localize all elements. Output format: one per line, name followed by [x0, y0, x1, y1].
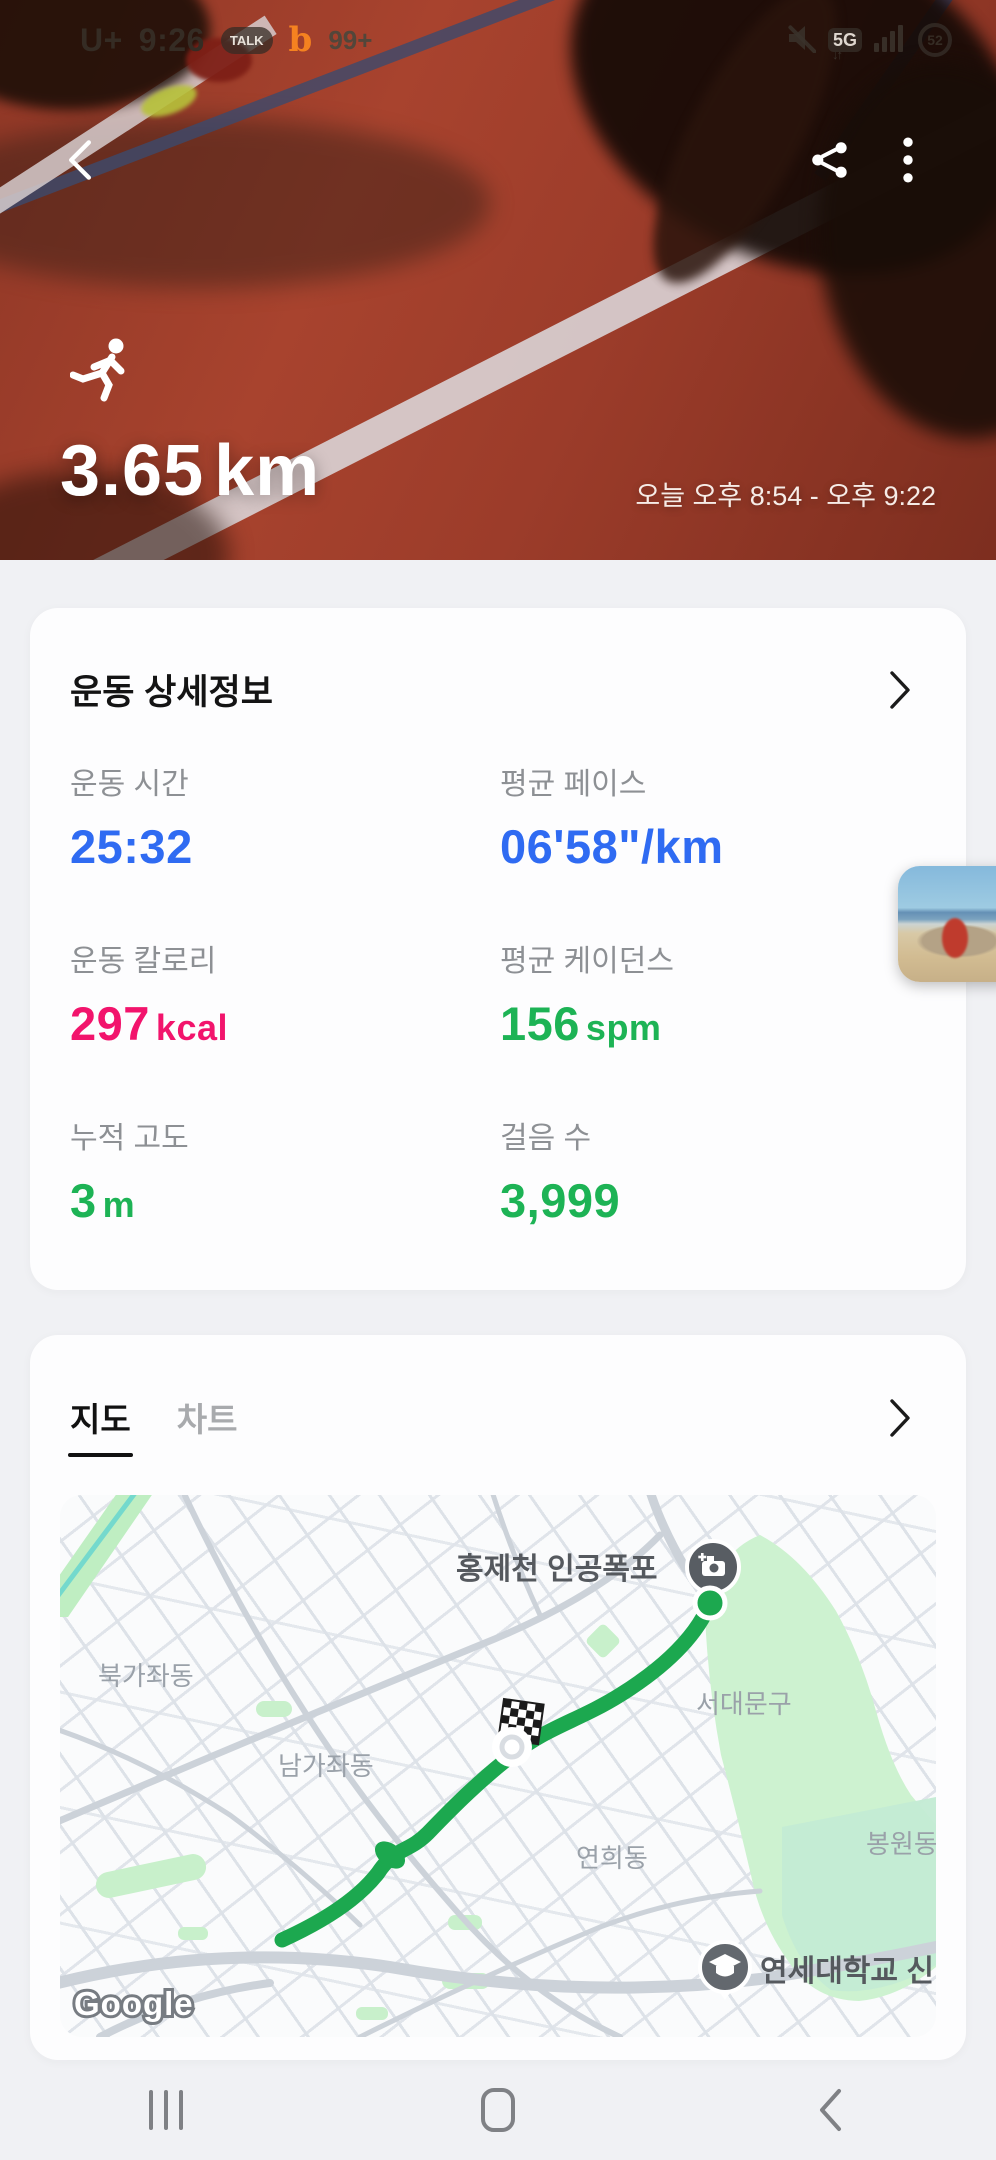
- route-start-marker: [492, 1727, 532, 1767]
- river-line: [60, 1495, 137, 1598]
- back-button[interactable]: [48, 128, 112, 192]
- metric-label: 누적 고도: [70, 1122, 189, 1155]
- battery-indicator: 52: [918, 23, 952, 57]
- recents-button[interactable]: [0, 2090, 332, 2130]
- map-chart-card: 지도 차트: [30, 1335, 966, 2060]
- metric-unit: spm: [585, 1007, 662, 1048]
- signal-strength-icon: [874, 23, 906, 58]
- metric-value: 3,999: [500, 1173, 966, 1228]
- home-icon: [481, 2088, 515, 2132]
- photo-spot-marker: [685, 1539, 741, 1595]
- home-button[interactable]: [332, 2088, 664, 2132]
- back-nav-button[interactable]: [664, 2088, 996, 2132]
- notification-count-badge: 99+: [328, 24, 373, 55]
- metric-number: 25:32: [70, 820, 193, 873]
- metric-label: 평균 페이스: [500, 768, 647, 801]
- metric-number: 3: [70, 1174, 97, 1227]
- mute-icon: [786, 23, 817, 58]
- metric-value: 297 kcal: [70, 996, 500, 1051]
- distance-unit: km: [214, 431, 321, 511]
- metric-value: 156 spm: [500, 996, 966, 1051]
- carrier-label: U+: [80, 21, 123, 58]
- metric-value: 06'58"/km: [500, 819, 966, 874]
- metric-steps: 걸음 수 3,999: [500, 1113, 966, 1228]
- metric-number: 297: [70, 997, 150, 1050]
- route-bulge: [374, 1841, 406, 1869]
- workout-route-line: [274, 1595, 718, 1948]
- tab-map[interactable]: 지도: [68, 1393, 133, 1457]
- map-label-university: 연세대학교 신: [760, 1955, 934, 1988]
- map-label-district: 연희동: [576, 1843, 648, 1873]
- details-card-header[interactable]: 운동 상세정보: [30, 608, 966, 715]
- clock-label: 9:26: [138, 21, 205, 58]
- metric-label: 운동 칼로리: [70, 945, 217, 978]
- battery-percent: 52: [927, 32, 943, 48]
- hero-photo: U+ 9:26 TALK b 99+ 5G ↓↑ 52: [0, 0, 996, 560]
- details-card-title: 운동 상세정보: [70, 673, 273, 712]
- map-label-waterfall: 홍제천 인공폭포: [456, 1553, 658, 1586]
- metric-duration: 운동 시간 25:32: [70, 759, 500, 874]
- chevron-right-icon[interactable]: [878, 668, 922, 712]
- route-end-marker: [692, 1585, 728, 1621]
- map-label-district: 북가좌동: [98, 1661, 194, 1691]
- route-map[interactable]: 홍제천 인공폭포 북가좌동 남가좌동 서대문구 연희동 봉원동 연세대학교 신 …: [60, 1495, 936, 2037]
- recents-icon: [149, 2090, 183, 2130]
- delivery-app-notification-icon: b: [288, 20, 313, 60]
- metric-unit: m: [102, 1184, 136, 1225]
- back-icon: [820, 2089, 841, 2131]
- data-arrows: ↓↑: [831, 47, 843, 62]
- status-bar: U+ 9:26 TALK b 99+ 5G ↓↑ 52: [0, 14, 996, 66]
- metric-avg-pace: 평균 페이스 06'58"/km: [500, 759, 966, 874]
- share-icon[interactable]: [798, 128, 862, 192]
- metric-number: 3,999: [500, 1174, 621, 1227]
- park-area: [782, 1797, 936, 1992]
- map-label-district: 남가좌동: [278, 1751, 374, 1781]
- university-marker: [698, 1940, 752, 2000]
- distance-value: 3.65: [60, 431, 205, 511]
- metric-unit: kcal: [155, 1007, 228, 1048]
- distance-summary: 3.65 km: [60, 430, 320, 512]
- map-label-district: 서대문구: [696, 1689, 792, 1719]
- metric-avg-cadence: 평균 케이던스 156 spm: [500, 936, 966, 1051]
- metric-number: 06'58"/km: [500, 820, 724, 873]
- metric-calories: 운동 칼로리 297 kcal: [70, 936, 500, 1051]
- talk-notification-badge: TALK: [220, 26, 273, 54]
- metric-number: 156: [500, 997, 580, 1050]
- metric-label: 걸음 수: [500, 1122, 592, 1155]
- chevron-right-icon[interactable]: [878, 1396, 922, 1440]
- river-park-strip: [60, 1495, 152, 1617]
- running-activity-icon: [69, 336, 132, 407]
- google-logo: Google: [74, 1985, 194, 2022]
- system-navigation-bar: [0, 2060, 996, 2160]
- hero-toolbar: [0, 128, 996, 192]
- workout-details-card[interactable]: 운동 상세정보 운동 시간 25:32 평균 페이스 06'58"/km 운동 …: [30, 608, 966, 1290]
- 5g-network-icon: 5G ↓↑: [827, 28, 862, 61]
- session-time-label: 오늘 오후 8:54 - 오후 9:22: [635, 481, 936, 511]
- map-card-tabs: 지도 차트: [30, 1335, 966, 1457]
- major-roads: [60, 1495, 936, 2037]
- metric-value: 25:32: [70, 819, 500, 874]
- map-label-district: 봉원동: [866, 1829, 936, 1859]
- network-type-label: 5G: [832, 30, 857, 50]
- tab-chart[interactable]: 차트: [176, 1401, 238, 1438]
- metrics-grid: 운동 시간 25:32 평균 페이스 06'58"/km 운동 칼로리 297 k…: [30, 715, 966, 1228]
- metric-label: 평균 케이던스: [500, 945, 674, 978]
- workout-photo-thumbnail[interactable]: [898, 866, 996, 982]
- metric-label: 운동 시간: [70, 768, 189, 801]
- more-options-icon[interactable]: [876, 128, 940, 192]
